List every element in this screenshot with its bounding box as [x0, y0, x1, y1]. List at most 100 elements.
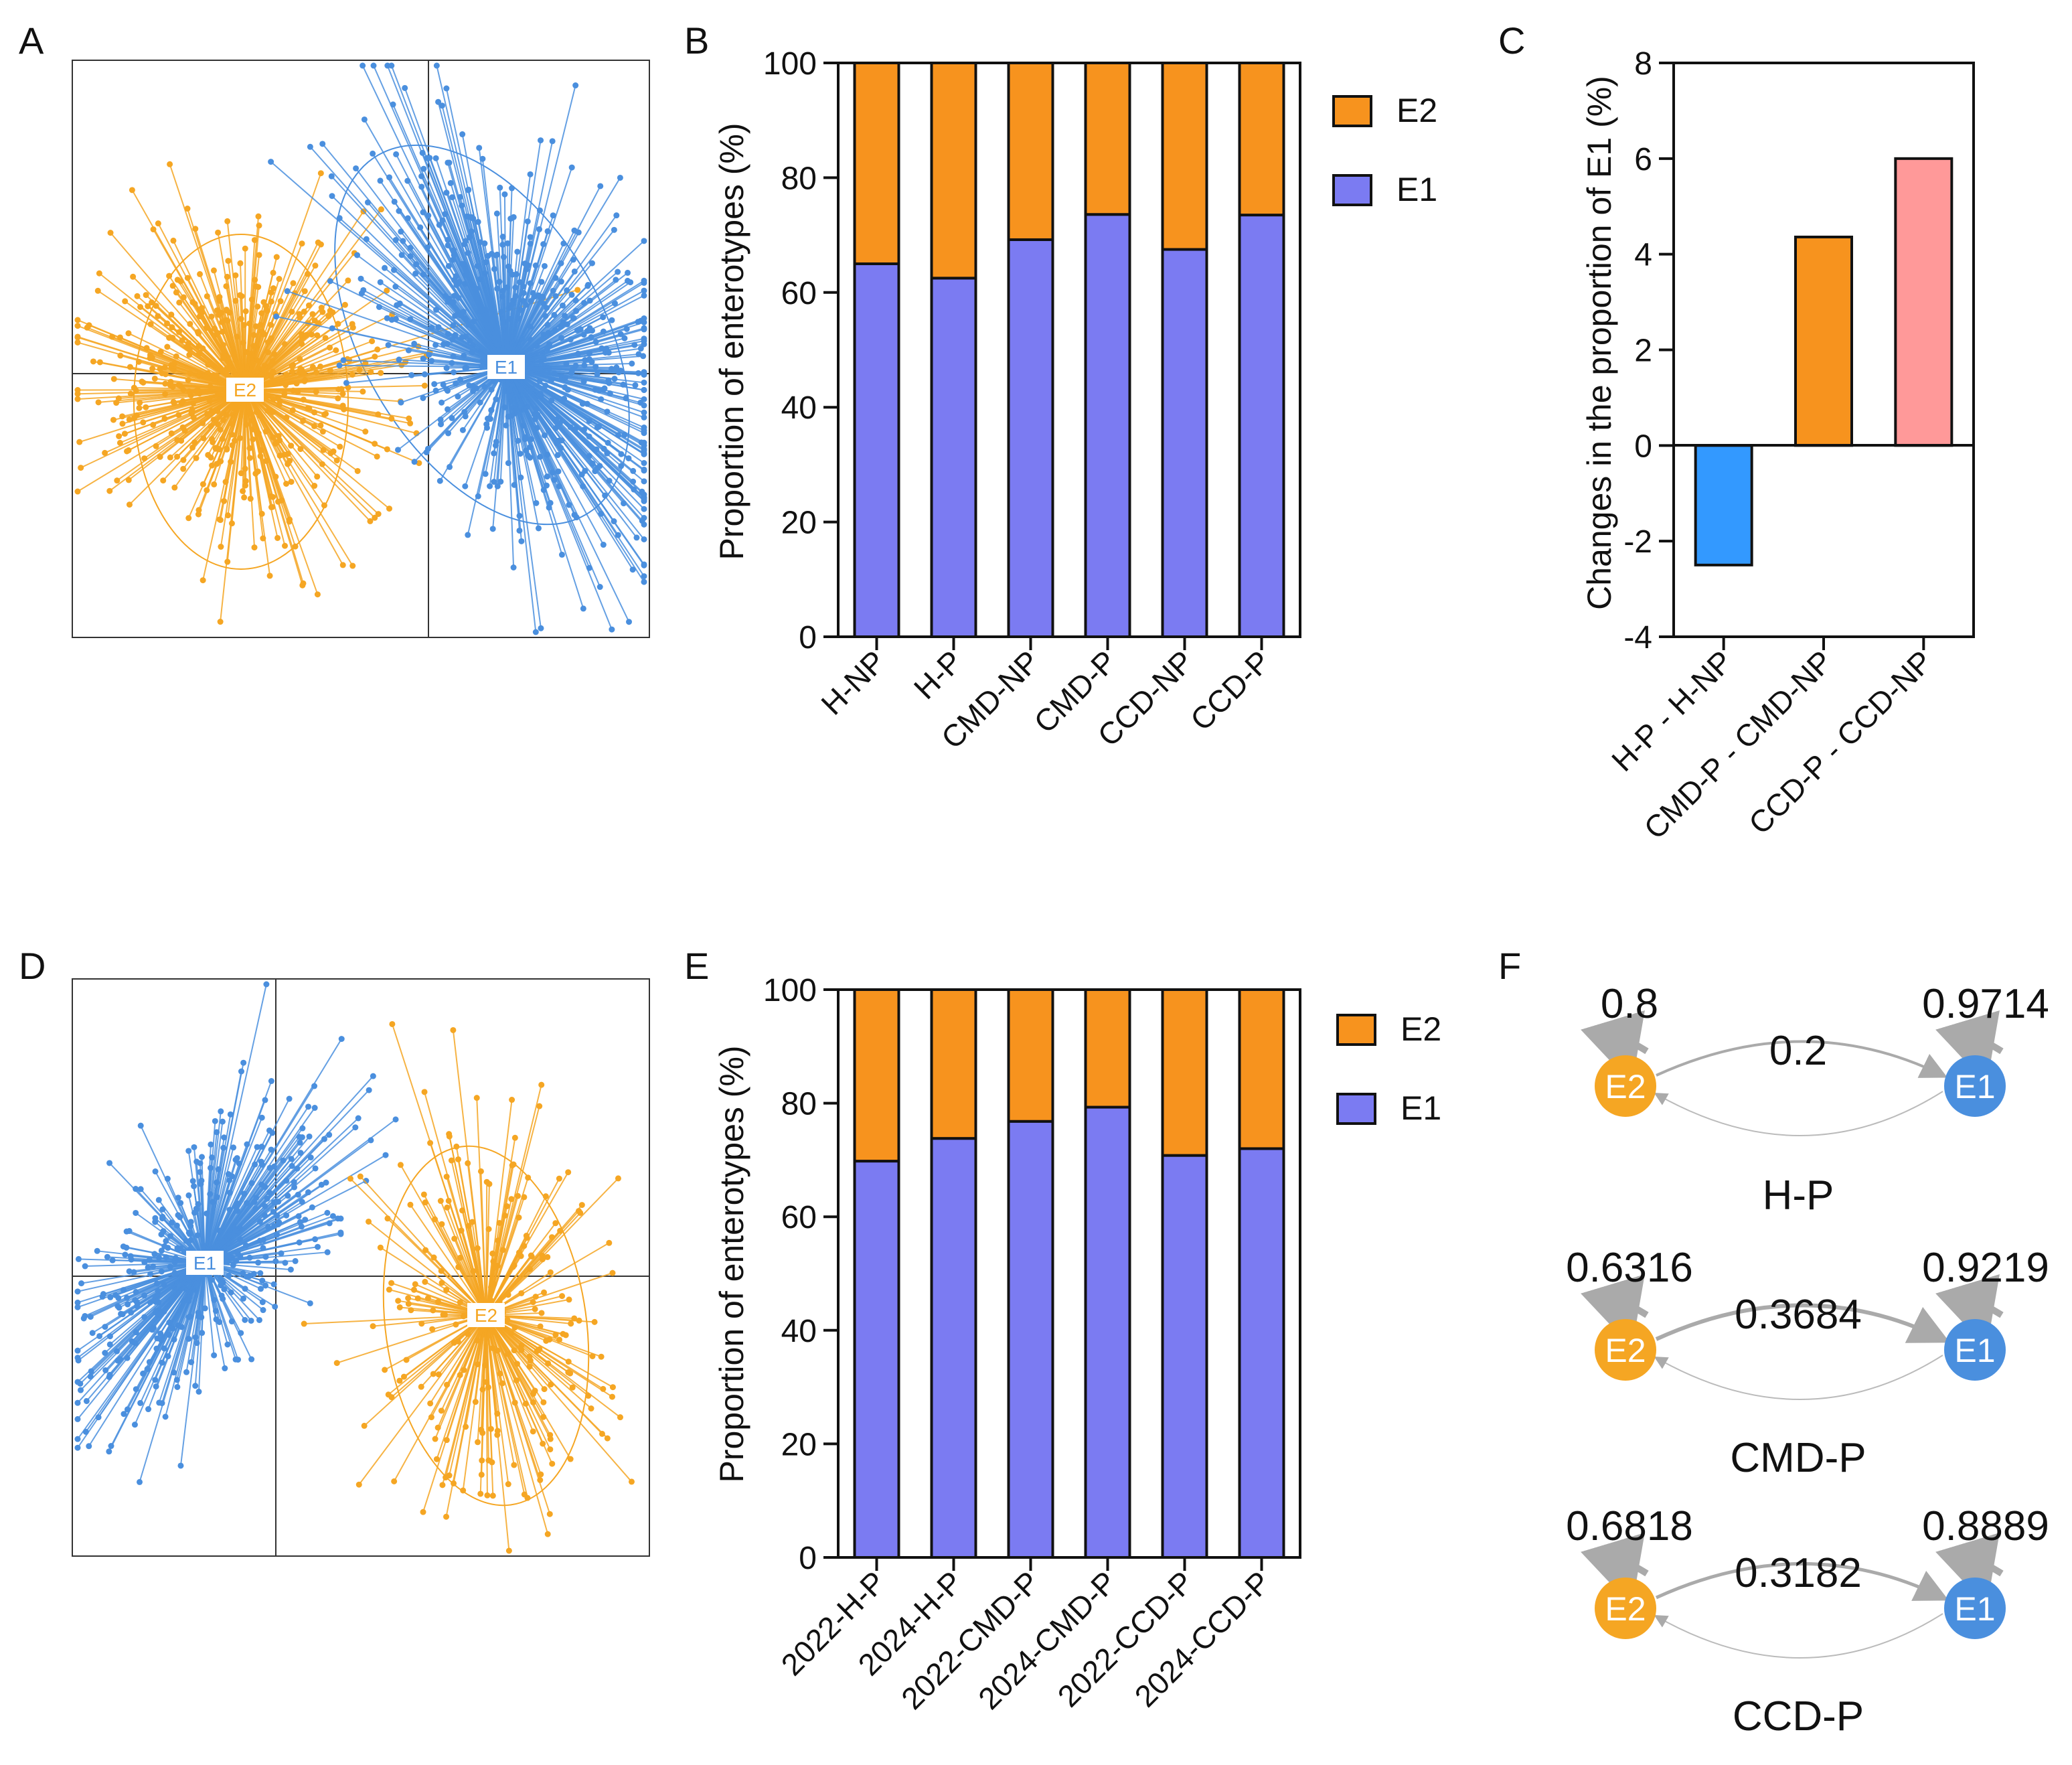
- scatter-point: [300, 417, 307, 424]
- scatter-point: [173, 353, 179, 360]
- scatter-point: [180, 465, 187, 472]
- scatter-point: [94, 287, 101, 294]
- spoke-line: [204, 1144, 212, 1263]
- scatter-point: [360, 388, 366, 395]
- scatter-point: [476, 145, 483, 151]
- scatter-point: [74, 1304, 81, 1310]
- bar-segment-e2: [1238, 988, 1285, 1150]
- panel-c-bar: Changes in the proportion of E1 (%) -4 -2…: [1581, 46, 1975, 846]
- scatter-point: [386, 506, 392, 512]
- spoke-line: [244, 389, 388, 450]
- spoke-line: [104, 389, 246, 454]
- scatter-point: [287, 1266, 294, 1273]
- scatter-point: [220, 355, 226, 362]
- scatter-point: [363, 1178, 370, 1184]
- scatter-point: [307, 1300, 313, 1306]
- scatter-point: [483, 1178, 490, 1185]
- scatter-point: [133, 1209, 139, 1216]
- e2-self-prob: 0.6818: [1566, 1503, 1693, 1549]
- scatter-point: [150, 226, 157, 233]
- scatter-point: [391, 198, 398, 205]
- scatter-point: [388, 62, 395, 69]
- panel-label-c: C: [1498, 19, 1525, 62]
- scatter-point: [602, 492, 609, 499]
- scatter-point: [547, 1446, 554, 1453]
- spoke-line: [244, 310, 268, 390]
- spoke-line: [485, 1314, 492, 1430]
- scatter-point: [166, 1319, 173, 1326]
- spoke-line: [453, 254, 507, 368]
- spoke-line: [244, 283, 294, 390]
- scatter-point: [312, 1165, 319, 1172]
- scatter-point: [505, 1481, 511, 1488]
- y-axis-label: Proportion of enterotypes (%): [713, 123, 750, 560]
- spoke-line: [492, 366, 507, 529]
- scatter-point: [494, 483, 501, 489]
- scatter-point: [121, 431, 128, 437]
- scatter-point: [252, 283, 259, 290]
- scatter-point: [615, 268, 621, 275]
- y-tick-label: 80: [781, 1087, 817, 1122]
- scatter-point: [445, 430, 452, 437]
- scatter-point: [637, 346, 644, 352]
- cluster-label-text: E2: [234, 380, 256, 400]
- scatter-point: [438, 1407, 445, 1414]
- spoke-line: [204, 1160, 284, 1263]
- scatter-point: [197, 1168, 204, 1175]
- scatter-point: [313, 388, 319, 395]
- transition-diagram-h-p: E2 E1 0.8 0.9714 0.2 H-P: [1581, 981, 2049, 1219]
- scatter-point: [419, 149, 426, 156]
- node-e1-label: E1: [1954, 1332, 1995, 1369]
- spoke-line: [358, 1314, 487, 1485]
- panel-d-scatter: E1 E2: [72, 978, 650, 1557]
- spoke-line: [505, 231, 548, 368]
- scatter-point: [641, 495, 647, 502]
- bar-segment-e1: [1084, 1105, 1131, 1559]
- y-tick-label: 20: [781, 1427, 817, 1462]
- scatter-point: [229, 421, 236, 428]
- spoke-line: [505, 280, 645, 368]
- scatter-point: [641, 514, 647, 521]
- scatter-point: [635, 319, 641, 325]
- group-label: H-P: [1763, 1172, 1834, 1219]
- spoke-line: [505, 274, 517, 368]
- scatter-point: [422, 1247, 429, 1253]
- spoke-line: [346, 366, 507, 384]
- node-e1-label: E1: [1954, 1590, 1995, 1628]
- scatter-point: [185, 1148, 192, 1154]
- scatter-point: [170, 237, 177, 244]
- scatter-point: [424, 1295, 431, 1302]
- scatter-point: [541, 1386, 548, 1393]
- spoke-line: [155, 305, 246, 390]
- scatter-point: [335, 321, 341, 327]
- scatter-point: [572, 82, 579, 89]
- scatter-point: [579, 400, 586, 407]
- spoke-line: [483, 243, 507, 368]
- scatter-point: [155, 220, 161, 227]
- scatter-point: [638, 439, 645, 446]
- scatter-point: [641, 402, 647, 409]
- bar-segment-e1: [853, 1160, 900, 1559]
- scatter-point: [536, 1103, 543, 1109]
- scatter-point: [443, 189, 450, 196]
- y-tick-label: 80: [781, 161, 817, 196]
- cluster-ellipse-e1: [334, 144, 630, 526]
- spoke-line: [485, 1314, 553, 1464]
- spoke-line: [174, 389, 246, 488]
- scatter-point: [446, 1131, 453, 1138]
- scatter-point: [185, 1192, 192, 1199]
- scatter-point: [78, 465, 84, 471]
- spoke-line: [505, 366, 645, 429]
- scatter-point: [629, 566, 636, 573]
- scatter-point: [497, 478, 504, 485]
- scatter-points: [74, 62, 647, 635]
- scatter-point: [114, 477, 121, 484]
- scatter-point: [119, 1311, 126, 1318]
- scatter-point: [436, 222, 443, 228]
- spoke-line: [485, 1314, 549, 1535]
- scatter-point: [157, 1330, 164, 1337]
- scatter-point: [179, 424, 186, 431]
- scatter-point: [382, 264, 388, 271]
- scatter-point: [457, 194, 463, 200]
- spoke-line: [234, 275, 246, 390]
